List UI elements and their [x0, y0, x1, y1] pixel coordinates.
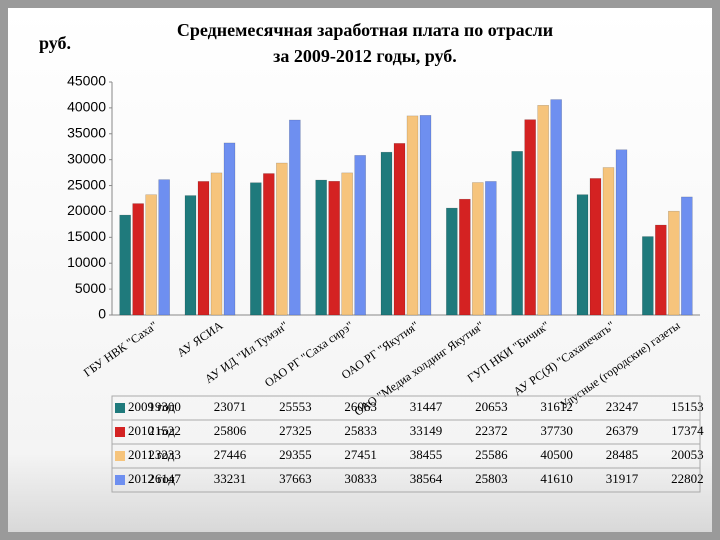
bar [263, 173, 275, 316]
bar [354, 155, 366, 316]
bar [550, 99, 562, 316]
bar [197, 181, 210, 316]
table-cell: 27446 [214, 447, 247, 462]
table-cell: 27451 [344, 447, 377, 462]
bar [589, 178, 602, 316]
table-cell: 26147 [148, 471, 181, 486]
table-cell: 25833 [344, 423, 377, 438]
table-cell: 22372 [475, 423, 508, 438]
table-cell: 20653 [475, 399, 508, 414]
y-tick-label: 25000 [67, 176, 106, 192]
y-tick-label: 0 [98, 306, 106, 322]
table-cell: 20053 [671, 447, 704, 462]
bar [459, 198, 471, 316]
legend-label: 2009 год [128, 399, 175, 414]
bar [537, 105, 549, 316]
table-cell: 40500 [540, 447, 573, 462]
table-cell: 23233 [148, 447, 181, 462]
bar [380, 151, 393, 316]
chart-subtitle: за 2009-2012 годы, руб. [273, 46, 457, 66]
bar [158, 179, 170, 316]
bar [132, 203, 144, 316]
legend-swatch [115, 427, 125, 437]
table-cell: 31612 [540, 399, 573, 414]
table-cell: 23247 [606, 399, 639, 414]
table-cell: 21522 [148, 423, 181, 438]
bar [485, 181, 497, 316]
table-cell: 41610 [540, 471, 573, 486]
table-cell: 33149 [410, 423, 443, 438]
y-axis-label: руб. [39, 33, 71, 53]
y-tick-label: 35000 [67, 124, 106, 140]
bar [289, 119, 301, 316]
y-tick-label: 15000 [67, 228, 106, 244]
bar [145, 194, 157, 316]
table-cell: 29355 [279, 447, 312, 462]
y-tick-label: 30000 [67, 150, 106, 166]
bar [406, 115, 419, 316]
bar [315, 179, 327, 316]
table-cell: 38564 [410, 471, 443, 486]
bar [210, 172, 223, 316]
bar [668, 210, 680, 316]
bar [328, 180, 340, 316]
legend-label: 2010 год [128, 423, 175, 438]
table-cell: 22802 [671, 471, 704, 486]
legend-label: 2011 год [128, 447, 175, 462]
bar [250, 182, 262, 316]
table-cell: 26379 [606, 423, 639, 438]
y-tick-label: 20000 [67, 202, 106, 218]
legend-swatch [115, 451, 125, 461]
bar [419, 115, 432, 316]
table-cell: 27325 [279, 423, 312, 438]
bar [511, 151, 523, 316]
bar [524, 119, 536, 316]
bar [184, 195, 197, 316]
table-cell: 25806 [214, 423, 247, 438]
y-tick-label: 5000 [75, 280, 106, 296]
bar [642, 236, 654, 316]
legend-swatch [115, 475, 125, 485]
table-cell: 30833 [344, 471, 377, 486]
bar [276, 162, 288, 316]
chart-title: Среднемесячная заработная плата по отрас… [177, 20, 553, 40]
table-cell: 25553 [279, 399, 312, 414]
bar [655, 224, 667, 316]
bar [393, 143, 406, 316]
y-tick-label: 40000 [67, 99, 106, 115]
table-cell: 23071 [214, 399, 247, 414]
table-cell: 37730 [540, 423, 573, 438]
table-cell: 17374 [671, 423, 704, 438]
y-tick-label: 45000 [67, 73, 106, 89]
bar [681, 196, 693, 316]
table-cell: 33231 [214, 471, 247, 486]
bar [472, 182, 484, 316]
bar [341, 172, 353, 316]
bar [602, 167, 615, 316]
bar [446, 207, 458, 316]
table-cell: 19300 [148, 399, 181, 414]
table-cell: 31447 [410, 399, 443, 414]
table-cell: 15153 [671, 399, 704, 414]
table-row [111, 467, 701, 493]
table-cell: 28485 [606, 447, 639, 462]
table-cell: 25803 [475, 471, 508, 486]
bar [576, 194, 589, 316]
table-cell: 37663 [279, 471, 312, 486]
table-cell: 31917 [606, 471, 639, 486]
table-cell: 25586 [475, 447, 508, 462]
legend-swatch [115, 403, 125, 413]
legend-label: 2012 год [128, 471, 175, 486]
y-tick-label: 10000 [67, 254, 106, 270]
table-cell: 38455 [410, 447, 443, 462]
table-cell: 26063 [344, 399, 377, 414]
bar [615, 149, 628, 316]
bar [223, 142, 236, 316]
bar [119, 214, 131, 316]
